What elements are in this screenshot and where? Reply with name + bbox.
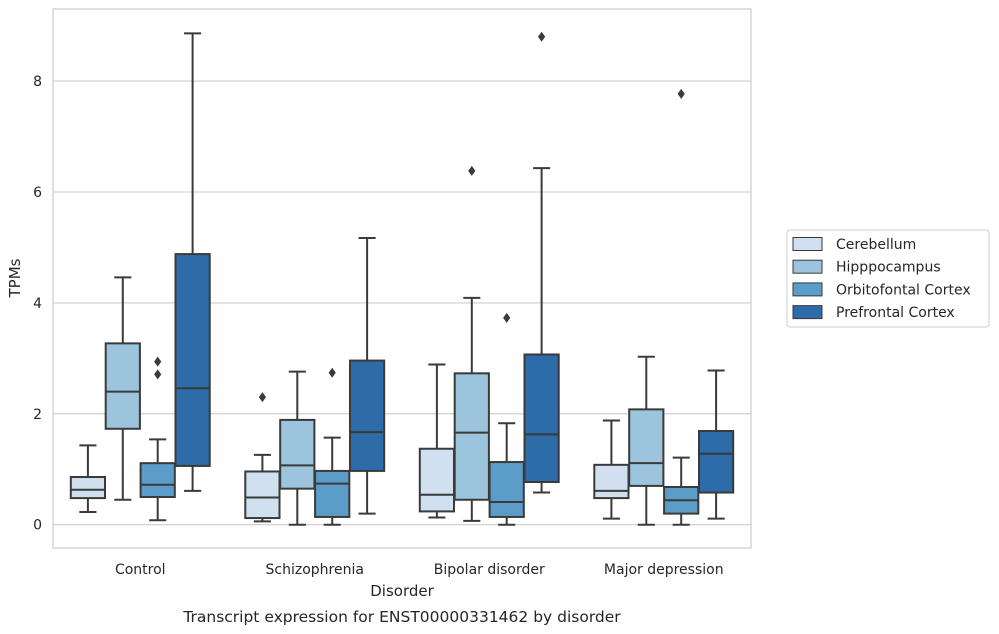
iqr-box: [104, 342, 141, 430]
x-tick-label: Schizophrenia: [266, 562, 364, 578]
iqr-box: [139, 462, 176, 498]
outlier-point: [154, 369, 162, 380]
legend-swatch: [792, 259, 823, 274]
box-2-1: [453, 165, 490, 522]
iqr-box: [697, 429, 735, 494]
box-1-1: [279, 370, 316, 526]
box-3-1: [628, 355, 665, 526]
outlier-point: [154, 356, 162, 367]
iqr-box: [418, 447, 456, 513]
box-0-2: [139, 356, 176, 522]
y-tick-label: 8: [33, 74, 42, 90]
x-axis-ticks: Control Schizophrenia Bipolar disorder Majo…: [115, 562, 724, 578]
iqr-box: [174, 253, 211, 467]
y-axis-title: TPMs: [6, 258, 24, 298]
y-tick-label: 0: [33, 518, 42, 534]
box-1-0: [244, 392, 281, 523]
outlier-point: [328, 367, 336, 378]
legend-swatch: [792, 237, 823, 251]
iqr-box: [314, 469, 351, 518]
legend-swatch: [792, 282, 823, 297]
x-tick-label: Bipolar disorder: [434, 562, 545, 578]
iqr-box: [244, 470, 281, 520]
y-tick-label: 4: [33, 296, 42, 312]
box-2-3: [523, 31, 560, 494]
iqr-box: [628, 408, 665, 487]
y-tick-label: 2: [33, 407, 42, 423]
plot-border: [52, 8, 752, 549]
box-1-3: [348, 237, 386, 515]
iqr-box: [279, 418, 316, 490]
legend: Cerebellum Hipppocampus Orbitofontal Corte…: [786, 229, 990, 328]
box-0-3: [174, 32, 211, 492]
legend-label: Prefrontal Cortex: [836, 305, 955, 321]
box-2-2: [488, 312, 525, 526]
x-axis-title: Disorder: [370, 582, 434, 600]
iqr-box: [593, 463, 630, 500]
x-tick-label: Control: [115, 562, 166, 578]
iqr-box: [453, 372, 490, 501]
box-0-0: [69, 444, 107, 513]
legend-label: Hipppocampus: [836, 260, 941, 276]
y-axis-ticks: 0 2 4 6 8: [33, 74, 42, 534]
legend-frame: [786, 229, 990, 328]
iqr-box: [69, 476, 107, 500]
box-3-3: [697, 369, 735, 520]
box-groups: [69, 31, 735, 526]
outlier-point: [538, 31, 546, 42]
chart-caption: Transcript expression for ENST0000033146…: [182, 608, 621, 626]
y-gridlines: [53, 80, 751, 526]
x-tick-label: Major depression: [604, 562, 724, 578]
iqr-box: [523, 353, 560, 484]
iqr-box: [488, 461, 525, 518]
outlier-point: [468, 165, 476, 176]
y-tick-label: 6: [33, 185, 42, 201]
box-0-1: [104, 276, 141, 501]
legend-label: Cerebellum: [836, 237, 916, 253]
outlier-point: [677, 88, 685, 99]
outlier-point: [258, 392, 266, 403]
box-1-2: [314, 367, 351, 526]
legend-label: Orbitofontal Cortex: [836, 282, 971, 298]
iqr-box: [348, 359, 386, 472]
legend-swatch: [792, 305, 823, 320]
outlier-point: [503, 312, 511, 323]
box-3-2: [663, 88, 700, 526]
